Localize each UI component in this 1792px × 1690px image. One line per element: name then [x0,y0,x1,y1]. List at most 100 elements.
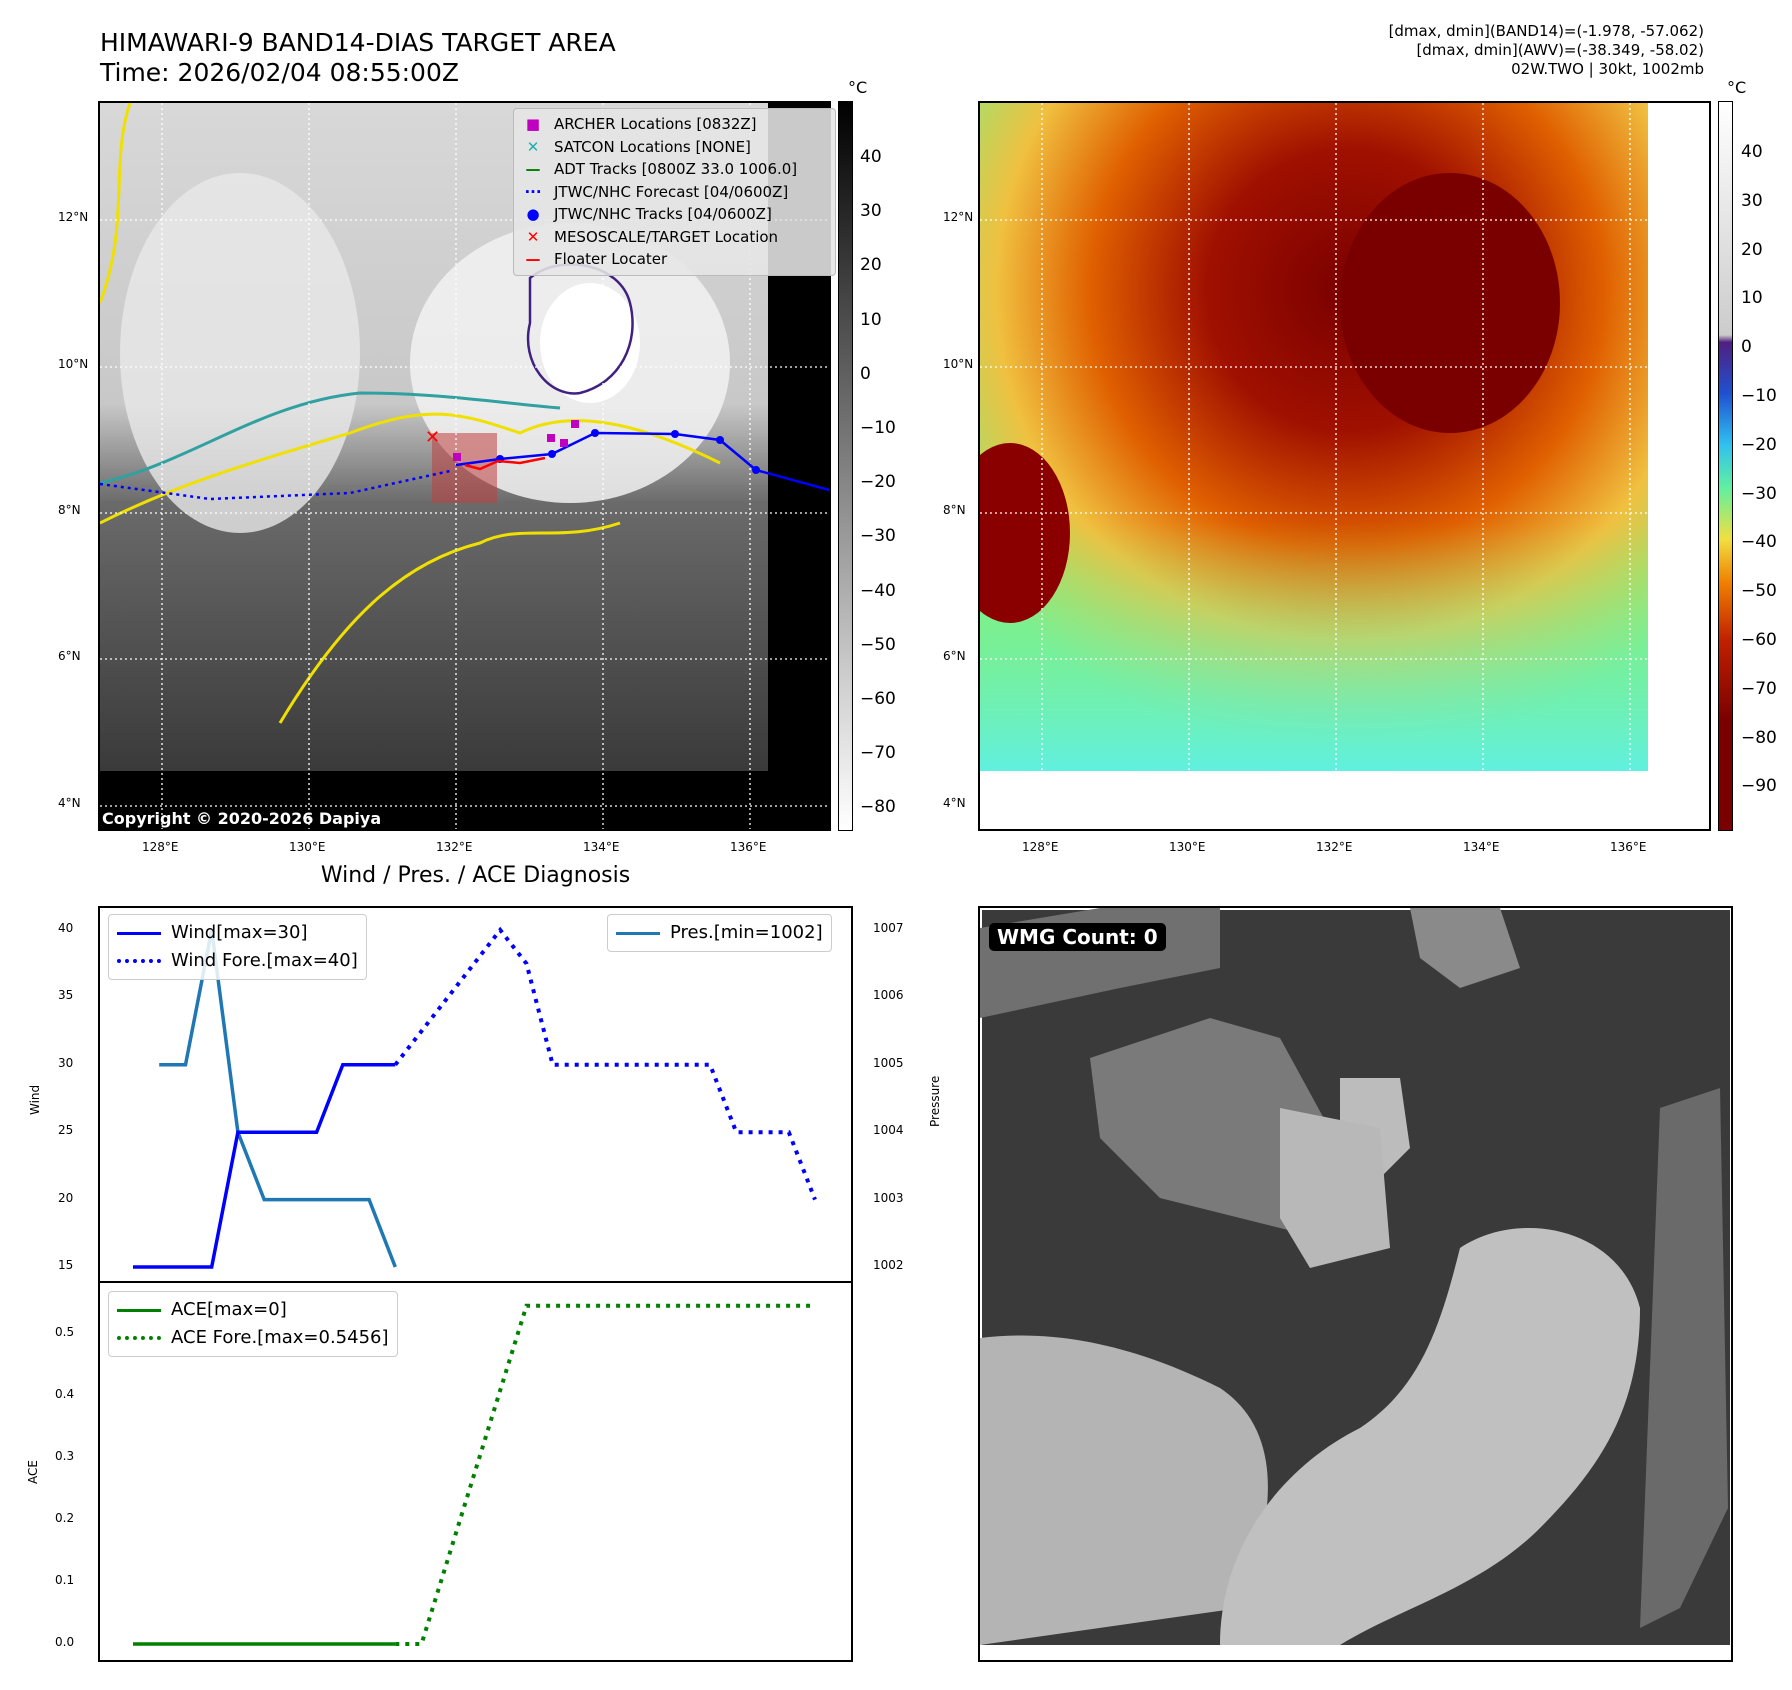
pressure-legend: Pres.[min=1002] [607,914,832,952]
legend-item-satcon: ✕ SATCON Locations [NONE] [522,136,827,159]
axis-tick-label: −80 [1741,727,1777,748]
axis-tick-label: 30 [1741,190,1763,211]
axis-tick-label: −50 [1741,581,1777,602]
grayscale-colorbar [838,101,853,831]
colorbar-unit: °C [848,78,868,97]
lon-label: 136°E [1610,840,1647,854]
cloud-mass [120,173,360,533]
axis-tick-label: 1004 [873,1123,904,1138]
axis-tick-label: 0.1 [55,1573,75,1587]
cold-cloud-top [540,283,640,403]
lat-label: 12°N [943,210,974,224]
axis-tick-label: 40 [1741,142,1763,162]
axis-tick-label: 30 [860,201,882,222]
legend-item-floater: — Floater Locater [522,248,827,271]
x-marker-icon: ✕ [526,137,540,156]
square-marker-icon: ■ [525,115,541,133]
lat-label: 8°N [943,503,966,517]
legend-item-archer: ■ ARCHER Locations [0832Z] [522,113,827,136]
lon-label: 134°E [1463,840,1500,854]
axis-tick-label: −60 [1741,630,1777,650]
lon-label: 134°E [583,840,620,854]
axis-tick-label: 10 [1741,288,1763,309]
lat-label: 6°N [943,649,966,663]
storm-info: 02W.TWO | 30kt, 1002mb [1511,60,1704,78]
axis-tick-label: 20 [860,255,882,276]
lat-label: 10°N [58,357,89,371]
axis-tick-label: −40 [1741,532,1777,553]
no-data-region [100,771,829,829]
archer-points [453,420,579,461]
wind-legend: Wind[max=30] Wind Fore.[max=40] [108,914,367,980]
wmg-svg [980,908,1730,1645]
axis-tick-label: −60 [860,689,896,709]
dotted-line-icon [117,959,161,963]
axis-tick-label: 25 [58,1123,74,1138]
ir-map-svg: ✕ [100,103,829,829]
axis-tick-label: 0.0 [55,1635,75,1649]
lat-label: 8°N [58,503,81,517]
figure-title: HIMAWARI-9 BAND14-DIAS TARGET AREA [100,28,616,57]
axis-tick-label: −80 [860,797,896,818]
forecast-track [100,469,451,501]
map-legend: ■ ARCHER Locations [0832Z] ✕ SATCON Locati… [513,108,836,276]
wmg-panel [978,906,1733,1662]
ace-forecast-series-line [395,1303,815,1646]
lon-label: 132°E [436,840,473,854]
wind-axis-label: Wind [28,1084,42,1115]
pressure-axis-label: Pressure [928,1075,942,1127]
axis-tick-label: −90 [1741,776,1777,797]
x-marker-icon: ✕ [526,227,540,246]
axis-tick-label: 10 [860,309,882,330]
awv-map-svg [980,103,1709,829]
axis-tick-label: 1003 [873,1190,904,1205]
graticule [980,103,1709,829]
axis-tick-label: −20 [1741,434,1777,455]
contour-line [278,521,621,724]
axis-tick-label: −70 [860,743,896,764]
line-marker-icon: — [525,160,541,178]
lat-label: 4°N [943,796,966,810]
axis-tick-label: 35 [58,988,74,1003]
axis-tick-label: −40 [860,580,896,601]
awv-map-panel [978,101,1711,831]
contour-line [100,391,561,485]
lon-label: 128°E [142,840,179,854]
band14-range: [dmax, dmin](BAND14)=(-1.978, -57.062) [1388,22,1704,40]
cold-core [1340,173,1560,433]
axis-tick-label: −10 [860,418,896,438]
axis-tick-label: −30 [1741,483,1777,504]
lon-label: 130°E [289,840,326,854]
legend-item-adt: — ADT Tracks [0800Z 33.0 1006.0] [522,158,827,181]
legend-item-jtwc-tracks: ● JTWC/NHC Tracks [04/0600Z] [522,203,827,226]
lat-label: 4°N [58,796,81,810]
wmg-count-badge: WMG Count: 0 [989,923,1166,951]
axis-tick-label: 0.2 [55,1511,75,1525]
dot-line-icon: ● [526,205,540,223]
axis-tick-label: 20 [1741,239,1763,260]
awv-imagery-low [980,523,1648,771]
axis-tick-label: 1007 [873,921,904,935]
best-track-points [496,429,760,474]
axis-tick-label: 1002 [873,1258,904,1272]
axis-tick-label: 0.5 [55,1325,75,1339]
solid-line-icon [117,931,161,935]
axis-tick-label: 1006 [873,988,904,1003]
legend-item-ace: ACE[max=0] [117,1296,389,1324]
dotted-line-icon: ··· [524,182,542,201]
axis-tick-label: 40 [58,921,74,935]
axis-tick-label: −70 [1741,678,1777,699]
wind-forecast-series-line [393,926,817,1201]
wind-series-line [133,1063,396,1269]
lon-label: 136°E [730,840,767,854]
floater-box [432,433,497,503]
figure-time: Time: 2026/02/04 08:55:00Z [100,58,459,87]
diagnosis-title: Wind / Pres. / ACE Diagnosis [320,863,631,888]
axis-tick-label: 1005 [873,1055,904,1070]
copyright: Copyright © 2020-2026 Dapiya [102,809,382,828]
axis-tick-label: −30 [860,526,896,547]
axis-tick-label: 15 [58,1258,74,1272]
lat-label: 10°N [943,357,974,371]
wmg-region [1220,1228,1640,1645]
legend-item-ace-forecast: ACE Fore.[max=0.5456] [117,1324,389,1352]
